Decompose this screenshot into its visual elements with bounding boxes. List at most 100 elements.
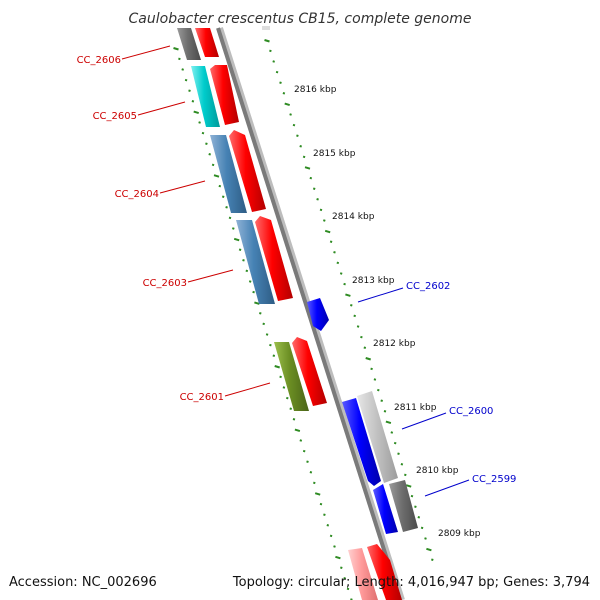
scale-tick xyxy=(370,367,373,371)
scale-tick xyxy=(198,121,201,124)
gene-bottom-red xyxy=(367,544,402,600)
gene-cc-2600-arrow[interactable] xyxy=(357,391,398,483)
scale-tick xyxy=(319,502,323,506)
kbp-label: 2810 kbp xyxy=(416,466,459,476)
scale-tick xyxy=(417,516,421,519)
scale-tick xyxy=(350,304,353,307)
scale-tick xyxy=(286,396,289,400)
kbp-label: 2811 kbp xyxy=(394,403,437,413)
leader-line xyxy=(424,479,470,497)
left-gene-labels: CC_2606 CC_2605 CC_2604 CC_2603 CC_2601 xyxy=(77,45,271,403)
scale-tick xyxy=(343,577,346,580)
scale-labels: 2816 kbp 2815 kbp 2814 kbp 2813 kbp 2812… xyxy=(294,85,481,539)
leader-line xyxy=(357,287,404,303)
scale-tick xyxy=(284,102,290,107)
gene-label-cc-2601[interactable]: CC_2601 xyxy=(180,392,224,403)
kbp-label: 2813 kbp xyxy=(352,276,395,286)
scale-tick xyxy=(292,418,296,421)
scale-tick xyxy=(238,248,242,251)
gene-bottom-pink xyxy=(348,548,378,600)
scale-tick xyxy=(339,272,343,275)
gene-cc-2599-cds[interactable] xyxy=(373,484,398,534)
scale-tick xyxy=(296,134,299,137)
scale-tick xyxy=(304,166,311,170)
gene-cc-2606-arrow[interactable] xyxy=(177,28,201,60)
gene-cc-2603-cds[interactable] xyxy=(255,216,293,301)
scale-tick xyxy=(397,452,400,455)
gene-cc-2602-cds[interactable] xyxy=(307,298,329,331)
scale-tick xyxy=(390,431,394,434)
scale-tick xyxy=(173,47,179,51)
scale-tick xyxy=(316,198,319,201)
gene-label-cc-2603[interactable]: CC_2603 xyxy=(143,278,187,289)
scale-tick xyxy=(323,513,326,516)
gene-label-cc-2605[interactable]: CC_2605 xyxy=(93,111,137,122)
scale-tick xyxy=(365,357,371,361)
gene-label-cc-2600[interactable]: CC_2600 xyxy=(449,406,493,417)
scale-tick xyxy=(279,81,282,84)
gene-cc-2599-arrow[interactable] xyxy=(389,480,418,532)
scale-tick xyxy=(292,123,296,127)
scale-tick xyxy=(343,282,346,286)
scale-tick xyxy=(431,558,434,561)
scale-tick xyxy=(191,100,195,103)
scale-tick xyxy=(264,39,270,43)
scale-tick xyxy=(323,219,326,222)
gene-features xyxy=(177,26,418,600)
scale-tick xyxy=(265,333,269,336)
gene-cc-2605-cds[interactable] xyxy=(210,65,239,125)
scale-tick xyxy=(309,471,313,474)
scale-tick xyxy=(208,153,211,156)
scale-tick xyxy=(373,378,377,381)
scale-tick xyxy=(272,60,275,63)
map-title: Caulobacter crescentus CB15, complete ge… xyxy=(129,11,472,27)
scale-tick xyxy=(326,524,330,527)
gene-label-cc-2602[interactable]: CC_2602 xyxy=(406,281,450,292)
scale-tick xyxy=(279,375,282,379)
scale-tick xyxy=(424,537,427,540)
gene-label-cc-2604[interactable]: CC_2604 xyxy=(115,189,159,200)
scale-tick xyxy=(414,505,417,508)
scale-tick xyxy=(306,460,309,463)
scale-tick xyxy=(193,110,199,115)
scale-tick xyxy=(313,481,316,485)
scale-tick xyxy=(213,174,220,178)
gene-cc-2601-cds[interactable] xyxy=(292,337,327,406)
scale-tick xyxy=(393,441,397,445)
scale-tick xyxy=(272,354,276,357)
scale-tick xyxy=(353,314,356,318)
scale-tick xyxy=(383,410,387,413)
scale-tick xyxy=(302,449,306,453)
gene-cc-2605-arrow[interactable] xyxy=(191,66,220,127)
scale-tick xyxy=(294,428,301,433)
scale-tick xyxy=(410,494,414,498)
scale-tick xyxy=(345,293,351,297)
scale-tick xyxy=(299,439,303,442)
gene-label-cc-2599[interactable]: CC_2599 xyxy=(472,474,516,485)
scale-tick xyxy=(232,227,235,230)
scale-tick xyxy=(274,365,280,369)
scale-tick xyxy=(254,301,260,305)
scale-tick xyxy=(335,555,341,560)
scale-tick xyxy=(346,587,350,591)
gene-cc-2606-cds[interactable] xyxy=(195,28,219,57)
scale-tick xyxy=(405,484,412,488)
scale-tick xyxy=(329,240,333,243)
scale-tick xyxy=(340,566,343,569)
gene-label-cc-2606[interactable]: CC_2606 xyxy=(77,55,121,66)
gene-cc-2604-arrow[interactable] xyxy=(210,135,247,213)
gene-cc-2601-arrow[interactable] xyxy=(274,342,309,411)
scale-tick xyxy=(309,176,313,180)
scale-tick xyxy=(314,492,321,496)
tick-tracks xyxy=(173,39,434,600)
scale-tick xyxy=(275,70,279,74)
leader-line xyxy=(224,382,271,397)
kbp-label: 2814 kbp xyxy=(332,212,375,222)
genome-summary-text: Topology: circular; Length: 4,016,947 bp… xyxy=(232,575,590,590)
gene-cc-2604-cds[interactable] xyxy=(229,130,266,212)
gene-cc-2600-cds[interactable] xyxy=(342,398,381,486)
scale-tick xyxy=(302,155,306,159)
scale-tick xyxy=(252,290,255,294)
gene-cc-2603-arrow[interactable] xyxy=(236,220,275,304)
